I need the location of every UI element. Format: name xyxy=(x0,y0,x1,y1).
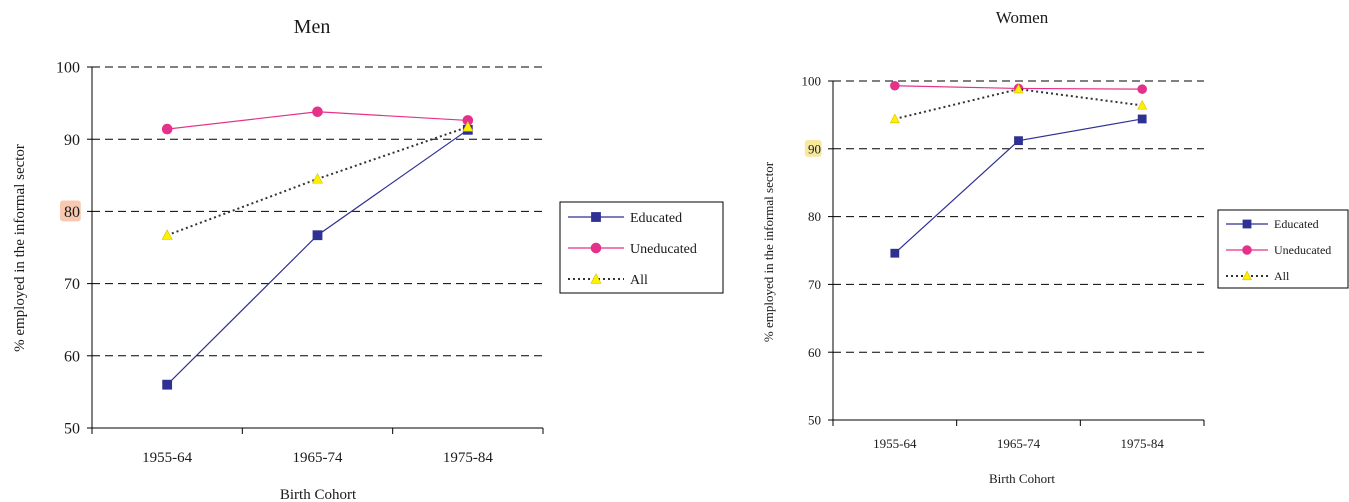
legend-label: Uneducated xyxy=(1274,243,1331,257)
x-tick-label: 1955-64 xyxy=(142,450,192,466)
series-line xyxy=(166,129,469,386)
legend-box xyxy=(1217,209,1349,289)
gridlines xyxy=(828,80,1204,421)
y-axis-label: % employed in the informal sector xyxy=(12,144,28,352)
legend-label: All xyxy=(630,273,648,288)
y-tick-label: 80 xyxy=(808,209,821,224)
women-chart-panel: Women 50 60 70 80 90 100 1955-64 1965-74 1975-84 B… xyxy=(740,0,1349,502)
y-tick-label: 100 xyxy=(802,74,822,89)
y-tick-label: 90 xyxy=(808,141,821,156)
data-point xyxy=(1014,136,1023,146)
series-all xyxy=(889,83,1148,124)
legend-marker xyxy=(1242,219,1252,229)
y-tick-label: 60 xyxy=(808,345,821,360)
x-axis-label: Birth Cohort xyxy=(280,487,357,502)
chart-title: Women xyxy=(996,8,1049,27)
data-point xyxy=(890,248,900,258)
data-point xyxy=(1137,114,1147,124)
series-all xyxy=(161,121,474,240)
x-tick-label: 1965-74 xyxy=(997,436,1041,451)
data-point xyxy=(162,379,173,390)
men-chart: Men 50 60 70 80 90 100 1955-64 1965-74 1975-84 Bir… xyxy=(12,16,724,502)
men-chart-panel: Men 50 60 70 80 90 100 1955-64 1965-74 1975-84 Bir… xyxy=(12,16,724,502)
x-axis-label: Birth Cohort xyxy=(989,471,1055,486)
legend-marker xyxy=(590,242,602,254)
series-educated xyxy=(162,124,473,390)
women-chart: Women 50 60 70 80 90 100 1955-64 1965-74 1975-84 B… xyxy=(761,8,1349,486)
y-tick-label: 50 xyxy=(64,421,80,438)
legend-label: Educated xyxy=(1274,217,1319,231)
legend-marker xyxy=(1242,270,1252,281)
legend-label: Educated xyxy=(630,211,682,226)
gridlines xyxy=(87,66,543,429)
data-point xyxy=(312,172,323,184)
data-point xyxy=(890,80,900,91)
legend-marker xyxy=(1242,245,1252,255)
tick-highlight xyxy=(804,139,822,157)
legend-label: Uneducated xyxy=(630,242,697,257)
series-uneducated xyxy=(161,106,474,135)
data-point xyxy=(161,123,173,135)
y-tick-label: 50 xyxy=(808,413,821,428)
series-line xyxy=(894,88,1143,120)
legend-marker xyxy=(591,212,601,222)
data-point xyxy=(889,113,900,124)
y-tick-label: 80 xyxy=(64,204,80,221)
tick-highlight xyxy=(60,200,81,222)
series-educated xyxy=(890,114,1147,258)
x-tick-label: 1955-64 xyxy=(873,436,917,451)
data-point xyxy=(312,230,323,241)
data-point xyxy=(161,229,173,240)
data-point xyxy=(1137,84,1147,94)
x-tick-label: 1965-74 xyxy=(293,450,343,466)
x-tick-label: 1975-84 xyxy=(443,450,493,466)
legend: Educated Uneducated All xyxy=(1217,209,1349,289)
data-point xyxy=(312,106,323,118)
legend: Educated Uneducated All xyxy=(559,201,724,294)
y-tick-label: 60 xyxy=(64,348,80,365)
data-point xyxy=(462,121,474,132)
y-tick-label: 70 xyxy=(808,277,821,292)
data-point xyxy=(1137,99,1148,110)
y-tick-label: 90 xyxy=(64,132,80,149)
data-point xyxy=(1013,83,1024,94)
legend-marker xyxy=(590,273,602,284)
y-tick-label: 70 xyxy=(64,276,80,293)
y-tick-label: 100 xyxy=(56,60,80,77)
y-axis-label: % employed in the informal sector xyxy=(761,161,776,342)
x-tick-label: 1975-84 xyxy=(1120,436,1164,451)
legend-label: All xyxy=(1274,269,1290,283)
chart-title: Men xyxy=(294,16,331,38)
